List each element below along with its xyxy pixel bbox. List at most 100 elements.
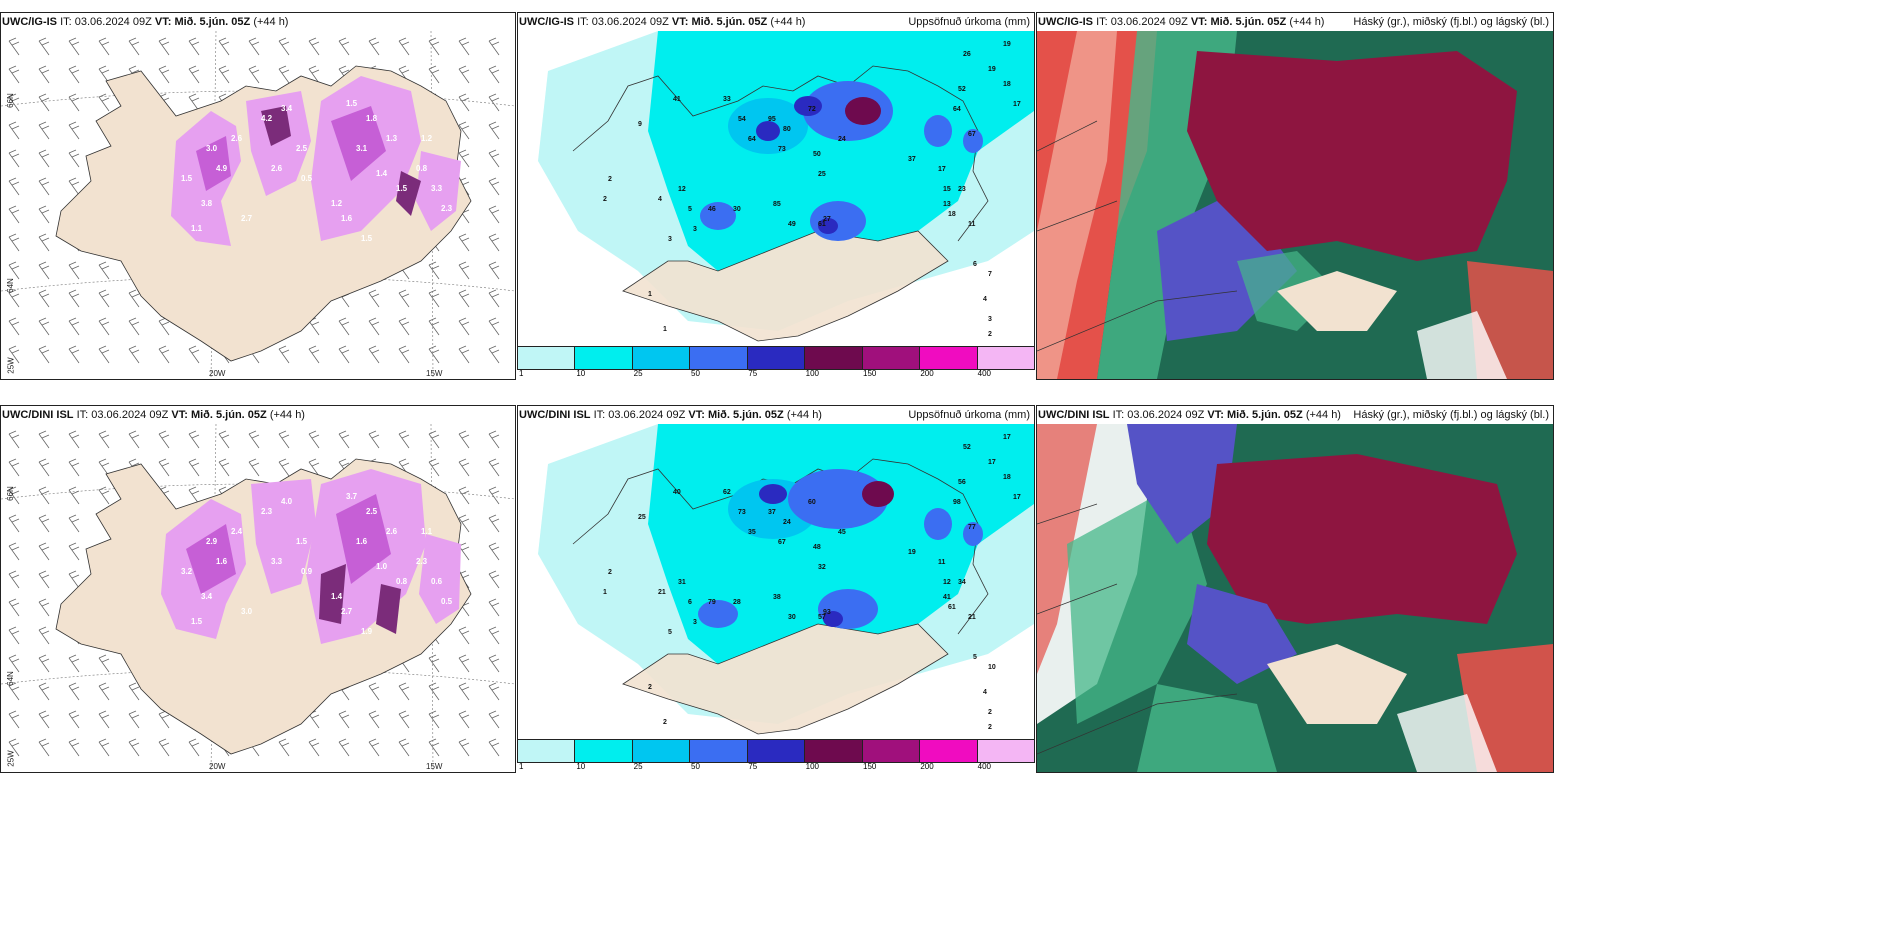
header: UWC/DINI ISL IT: 03.06.2024 09Z VT: Mið.… — [1037, 406, 1553, 424]
lon-label: 15W — [426, 369, 443, 378]
wind-barb — [128, 738, 140, 757]
wind-barb — [98, 682, 110, 701]
wind-barb — [8, 570, 20, 589]
wind-barb — [488, 205, 500, 224]
snow-value: 1.5 — [396, 184, 408, 193]
snow-value: 4.2 — [261, 114, 273, 123]
wind-barb — [8, 738, 20, 757]
wind-barb — [458, 149, 470, 168]
snow-value: 2.3 — [261, 507, 273, 516]
precip-value: 32 — [818, 564, 826, 571]
precip-value: 24 — [783, 519, 791, 526]
panel-snow-ig: UWC/IG-IS IT: 03.06.2024 09Z VT: Mið. 5.… — [0, 12, 516, 380]
wind-barb — [308, 345, 320, 364]
precip-map[interactable]: 19 19 18 17 26 52 64 67 41 33 54 64 95 72 80 73 50 25 24 37… — [518, 31, 1034, 347]
wind-barb — [458, 65, 470, 84]
colorbar-cell — [977, 740, 1034, 762]
precip-value: 19 — [908, 549, 916, 556]
colorbar-tick: 50 — [691, 369, 700, 378]
wind-barb — [38, 682, 50, 701]
wind-barb — [68, 37, 80, 56]
precip-value: 18 — [1003, 81, 1011, 88]
iceland-land — [622, 623, 949, 735]
wind-barb — [398, 289, 410, 308]
model-name: UWC/DINI ISL — [519, 409, 591, 421]
precip-value: 31 — [678, 579, 686, 586]
precip-value: 17 — [1003, 434, 1011, 441]
precip-value: 26 — [963, 51, 971, 58]
colorbar-tick: 1 — [519, 762, 524, 771]
wind-barb — [398, 682, 410, 701]
snow-value: 2.7 — [241, 214, 253, 223]
wind-barb — [68, 65, 80, 84]
wind-barb — [98, 317, 110, 336]
wind-barb — [98, 93, 110, 112]
wind-barb — [38, 654, 50, 673]
wind-barb — [8, 177, 20, 196]
wind-barb — [8, 682, 20, 701]
lat-label: 64N — [5, 278, 15, 293]
snow-value: 3.4 — [201, 592, 213, 601]
wind-barb — [338, 37, 350, 56]
snow-value: 1.5 — [181, 174, 193, 183]
wind-barb — [38, 205, 50, 224]
wind-barb — [38, 37, 50, 56]
wind-barb — [458, 430, 470, 449]
precip-value: 60 — [808, 499, 816, 506]
colorbar-ticks: 1 10 25 50 75 100 150 200 400 — [517, 762, 1033, 774]
wind-barb — [38, 598, 50, 617]
snow-map[interactable]: 1.5 3.0 2.6 4.9 3.8 4.2 3.4 2.5 2.6 1.5 1.8 1.3 3.1 1… — [1, 30, 515, 379]
wind-barb — [128, 289, 140, 308]
precip-value: 24 — [838, 136, 846, 143]
header: UWC/DINI ISL IT: 03.06.2024 09Z VT: Mið.… — [518, 406, 1034, 424]
wind-barb — [488, 65, 500, 84]
wind-barb — [38, 514, 50, 533]
snow-value: 0.5 — [301, 174, 313, 183]
wind-barb — [8, 626, 20, 645]
precip-cells — [700, 81, 983, 241]
wind-barb — [38, 430, 50, 449]
wind-barb — [368, 430, 380, 449]
precip-value: 64 — [748, 136, 756, 143]
snow-value: 1.5 — [296, 537, 308, 546]
wind-barb — [188, 458, 200, 477]
precip-value: 95 — [768, 116, 776, 123]
wind-barb — [38, 542, 50, 561]
precip-value: 38 — [773, 594, 781, 601]
cloud-map[interactable] — [1037, 31, 1553, 379]
cloud-map[interactable] — [1037, 424, 1553, 772]
snow-value: 0.6 — [431, 577, 443, 586]
colorbar-tick: 75 — [748, 762, 758, 771]
precip-value: 3 — [693, 619, 697, 626]
wind-barb — [308, 458, 320, 477]
wind-barb — [128, 37, 140, 56]
wind-barb — [8, 598, 20, 617]
wind-barb — [68, 261, 80, 280]
precip-map[interactable]: 17 17 18 17 52 56 98 77 40 62 73 35 37 60 24 67 48 32 45 19… — [518, 424, 1034, 740]
wind-barb — [428, 317, 440, 336]
colorbar-cell — [747, 740, 806, 762]
precip-value: 18 — [948, 211, 956, 218]
wind-barb — [8, 430, 20, 449]
snow-map[interactable]: 3.2 2.9 2.4 1.6 3.4 2.3 4.0 1.5 3.3 3.7 2.5 2.6 1.6 1… — [1, 423, 515, 772]
wind-barb — [428, 430, 440, 449]
wind-barb — [338, 317, 350, 336]
precip-value: 9 — [638, 121, 642, 128]
snow-value: 1.9 — [361, 627, 373, 636]
snow-value: 1.6 — [356, 537, 368, 546]
wind-barb — [428, 37, 440, 56]
wind-barb — [458, 233, 470, 252]
wind-barb — [8, 121, 20, 140]
wind-barb — [488, 121, 500, 140]
snow-value: 1.6 — [216, 557, 228, 566]
precip-value: 17 — [1013, 494, 1021, 501]
colorbar-tick: 400 — [977, 762, 992, 771]
colorbar-cell — [518, 347, 576, 369]
wind-barb — [488, 570, 500, 589]
precip-value: 77 — [968, 524, 976, 531]
wind-barb — [248, 65, 260, 84]
wind-barb — [188, 37, 200, 56]
wind-barb — [98, 486, 110, 505]
wind-barb — [428, 654, 440, 673]
panel-cloud-dini: UWC/DINI ISL IT: 03.06.2024 09Z VT: Mið.… — [1036, 405, 1554, 773]
